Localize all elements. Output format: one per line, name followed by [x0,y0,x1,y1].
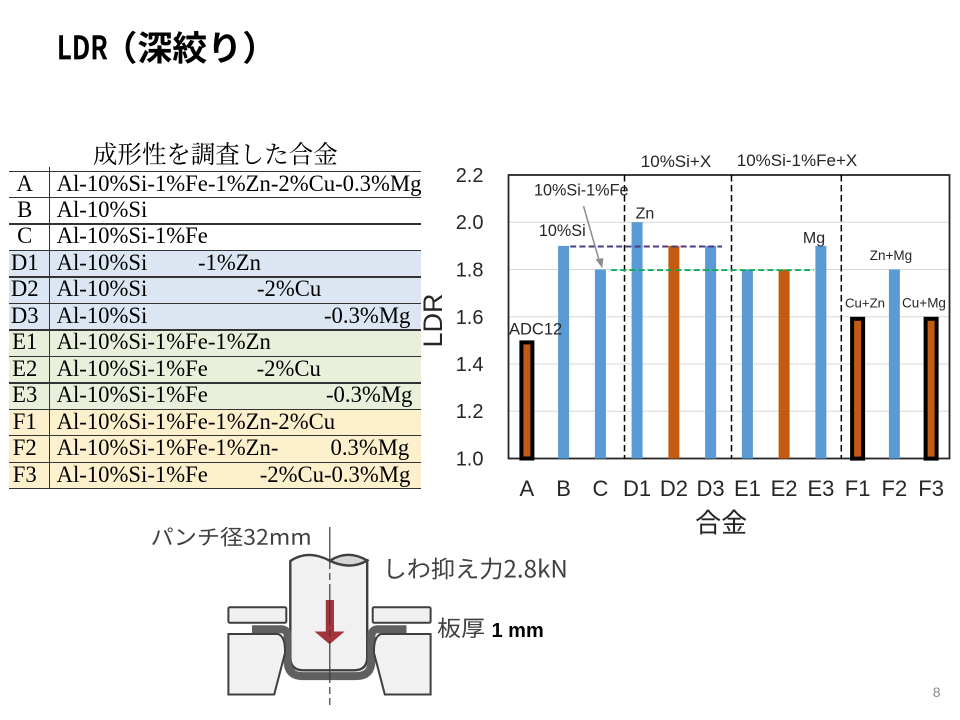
svg-text:D2: D2 [660,476,688,501]
svg-text:F1: F1 [845,476,871,501]
svg-text:Mg: Mg [803,230,825,247]
svg-text:10%Si-1%Fe+X: 10%Si-1%Fe+X [737,151,857,170]
svg-text:B: B [556,476,571,501]
svg-text:ADC12: ADC12 [509,321,562,339]
svg-text:C: C [592,476,608,501]
svg-text:10%Si+X: 10%Si+X [641,152,711,171]
svg-text:Zn+Mg: Zn+Mg [870,248,912,263]
svg-text:1.4: 1.4 [456,354,484,376]
svg-text:D1: D1 [623,476,651,501]
svg-text:E3: E3 [807,476,834,501]
svg-text:LDR: LDR [418,293,448,347]
svg-text:1 mm: 1 mm [492,620,544,642]
svg-text:2.2: 2.2 [456,165,484,187]
svg-text:F2: F2 [882,476,908,501]
svg-text:1.2: 1.2 [456,401,484,423]
svg-text:1.6: 1.6 [456,307,484,329]
svg-text:10%Si-1%Fe: 10%Si-1%Fe [534,181,628,199]
svg-text:A: A [520,476,535,501]
svg-text:D3: D3 [697,476,725,501]
svg-text:Zn: Zn [636,206,655,223]
svg-text:1.0: 1.0 [456,449,484,471]
svg-text:E2: E2 [771,476,798,501]
svg-text:Cu+Mg: Cu+Mg [902,296,946,311]
svg-text:2.0: 2.0 [456,212,484,234]
svg-text:E1: E1 [734,476,761,501]
svg-text:10%Si: 10%Si [539,222,586,240]
svg-text:F3: F3 [918,476,944,501]
svg-text:1.8: 1.8 [456,260,484,282]
svg-text:Cu+Zn: Cu+Zn [845,296,885,311]
